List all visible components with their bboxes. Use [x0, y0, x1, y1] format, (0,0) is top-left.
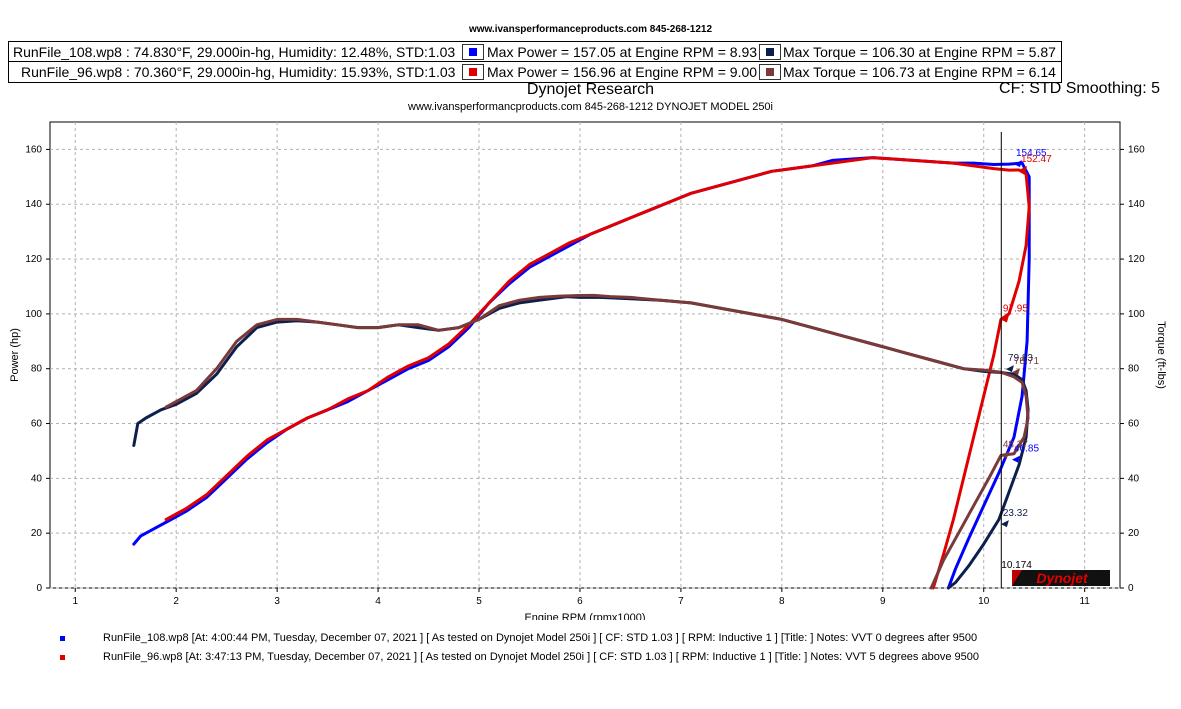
dynojet-logo-text: Dynojet [1036, 570, 1089, 586]
annotation-arrow-5 [1011, 368, 1020, 376]
legend-torque-108-text: Max Torque = 106.30 at Engine RPM = 5.87 [783, 44, 1056, 60]
annotation-value-7: 46.85 [1014, 444, 1039, 455]
x-tick-label: 7 [678, 596, 684, 607]
y-tick-label-power: 0 [36, 583, 42, 594]
annotation-value-1: 154.65 [1016, 148, 1047, 159]
axis-ticks: 1 2 3 4 5 6 7 8 9 10 11 0 0 20 20 40 40 60 60 80 80 100 100 120… [25, 144, 1145, 607]
x-tick-label: 5 [476, 596, 482, 607]
footer-run-96: RunFile_96.wp8 [At: 3:47:13 PM, Tuesday,… [60, 651, 979, 663]
y-tick-label-torque: 100 [1128, 309, 1145, 320]
x-tick-label: 9 [880, 596, 886, 607]
y-tick-label-torque: 40 [1128, 473, 1140, 484]
annotation-arrow-3 [1000, 315, 1009, 323]
grid-lines [50, 122, 1120, 589]
annotation-value-2: 152.47 [1021, 154, 1052, 165]
plot-area [49, 121, 1121, 589]
y-tick-label-power: 120 [25, 254, 42, 265]
x-tick-label: 8 [779, 596, 785, 607]
legend-run-96-info: RunFile_96.wp8 : 70.360°F, 29.000in-hg, … [21, 64, 456, 80]
y-tick-label-torque: 140 [1128, 199, 1145, 210]
x-tick-label: 3 [274, 596, 280, 607]
x-tick-label: 10 [978, 596, 990, 607]
footer-run-108: RunFile_108.wp8 [At: 4:00:44 PM, Tuesday… [60, 632, 977, 644]
series-lines [132, 156, 1031, 590]
y-tick-label-power: 160 [25, 144, 42, 155]
y-tick-label-torque: 160 [1128, 144, 1145, 155]
annotation-arrow-7 [1011, 455, 1020, 463]
y-tick-label-power: 100 [25, 309, 42, 320]
x-tick-label: 11 [1079, 596, 1090, 607]
legend-power-96-swatch[interactable] [462, 64, 484, 80]
annotation-arrow-6 [1000, 451, 1009, 459]
legend-row-run-96: RunFile_96.wp8 : 70.360°F, 29.000in-hg, … [8, 61, 1062, 83]
footer-run-96-marker [60, 654, 65, 660]
y-tick-label-power: 140 [25, 199, 42, 210]
y-axis-title-power: Power (hp) [9, 328, 21, 382]
legend-torque-108-swatch[interactable] [759, 44, 781, 60]
chart-title: Dynojet Research [526, 81, 655, 98]
legend-torque-96-text: Max Torque = 106.73 at Engine RPM = 6.14 [783, 64, 1056, 80]
annotation-arrow-1 [1014, 160, 1023, 168]
footer-run-96-text: RunFile_96.wp8 [At: 3:47:13 PM, Tuesday,… [103, 651, 979, 663]
series-line-4 [164, 293, 1030, 590]
website-header: www.ivansperformanceproducts.com 845-268… [468, 24, 713, 35]
annotation-value-5: 78.71 [1014, 356, 1039, 367]
y-axis-title-torque: Torque (ft-lbs) [1155, 321, 1167, 389]
annotation-value-6: 48.37 [1003, 439, 1028, 450]
annotation-arrow-4 [1005, 365, 1014, 373]
y-tick-label-torque: 80 [1128, 364, 1140, 375]
x-tick-label: 1 [72, 596, 78, 607]
y-tick-label-torque: 60 [1128, 419, 1140, 430]
x-tick-label: 2 [173, 596, 179, 607]
cf-smoothing-label: CF: STD Smoothing: 5 [999, 80, 1160, 97]
annotation-value-8: 23.32 [1003, 508, 1028, 519]
x-tick-label: 6 [577, 596, 583, 607]
y-tick-label-torque: 120 [1128, 254, 1145, 265]
legend-run-108-info: RunFile_108.wp8 : 74.830°F, 29.000in-hg,… [13, 44, 456, 60]
legend-row-run-108: RunFile_108.wp8 : 74.830°F, 29.000in-hg,… [8, 41, 1062, 62]
series-line-2 [164, 156, 1031, 590]
footer-run-108-text: RunFile_108.wp8 [At: 4:00:44 PM, Tuesday… [103, 632, 978, 644]
chart-subtitle: www.ivansperformancproducts.com 845-268-… [408, 101, 773, 113]
dyno-chart[interactable]: 1 2 3 4 5 6 7 8 9 10 11 0 0 20 20 40 40 60 60 80 80 100 100 120… [0, 0, 1181, 620]
y-tick-label-power: 80 [31, 364, 43, 375]
x-tick-label: 4 [375, 596, 381, 607]
annotation-value-4: 79.83 [1008, 353, 1033, 364]
legend-power-108-text: Max Power = 157.05 at Engine RPM = 8.93 [487, 44, 758, 60]
y-tick-label-torque: 20 [1128, 528, 1140, 539]
annotation-arrow-8 [1000, 520, 1009, 528]
legend-power-108-swatch[interactable] [462, 44, 484, 60]
y-tick-label-power: 20 [31, 528, 43, 539]
footer-run-108-marker [60, 635, 65, 641]
legend-torque-96-swatch[interactable] [759, 64, 781, 80]
dynojet-logo: Dynojet [1012, 570, 1110, 586]
y-tick-label-torque: 0 [1128, 583, 1134, 594]
y-tick-label-power: 40 [31, 473, 43, 484]
legend-power-96-text: Max Power = 156.96 at Engine RPM = 9.00 [487, 64, 758, 80]
annotation-arrow-2 [1019, 166, 1028, 174]
annotation-value-3: 97.95 [1003, 304, 1028, 315]
x-axis-title: Engine RPM (rpmx1000) [524, 612, 645, 620]
cursor-rpm-label: 10.174 [1001, 560, 1032, 571]
y-tick-label-power: 60 [31, 419, 43, 430]
